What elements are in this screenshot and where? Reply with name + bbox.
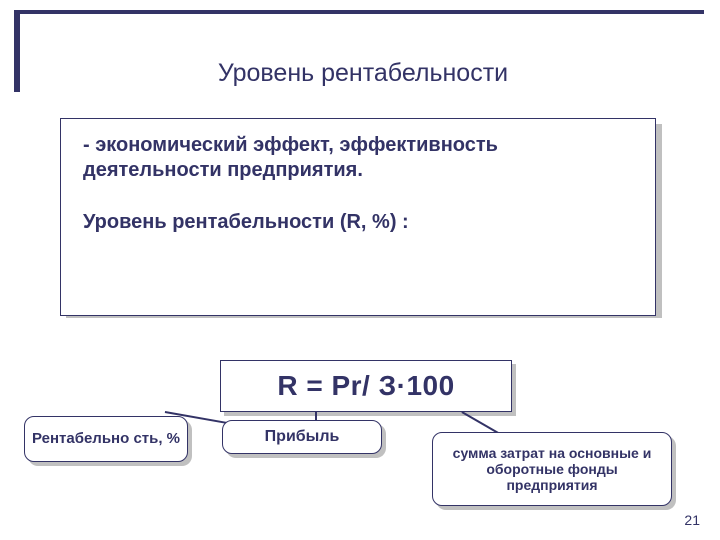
definition-text-1: - экономический эффект, эффективность де… xyxy=(83,133,637,183)
label-2-box: Прибыль xyxy=(222,420,382,454)
title-box: Уровень рентабельности xyxy=(20,14,706,94)
label-2-text: Прибыль xyxy=(265,428,340,446)
label-1-container: Рентабельно сть, % xyxy=(24,416,194,468)
label-3-text: сумма затрат на основные и оборотные фон… xyxy=(443,445,661,493)
definition-box: - экономический эффект, эффективность де… xyxy=(60,118,656,316)
formula-text: R = Pr/ З·100 xyxy=(277,370,454,402)
page-number: 21 xyxy=(684,512,700,528)
title-container: Уровень рентабельности xyxy=(14,10,708,96)
label-3-container: сумма затрат на основные и оборотные фон… xyxy=(432,432,678,512)
label-2-container: Прибыль xyxy=(222,420,388,460)
definition-container: - экономический эффект, эффективность де… xyxy=(60,118,662,318)
label-3-box: сумма затрат на основные и оборотные фон… xyxy=(432,432,672,506)
label-1-box: Рентабельно сть, % xyxy=(24,416,188,462)
formula-box: R = Pr/ З·100 xyxy=(220,360,512,412)
label-1-text: Рентабельно сть, % xyxy=(32,430,180,447)
definition-text-2: Уровень рентабельности (R, %) : xyxy=(83,211,637,234)
page-title: Уровень рентабельности xyxy=(218,59,508,88)
formula-container: R = Pr/ З·100 xyxy=(220,360,516,416)
